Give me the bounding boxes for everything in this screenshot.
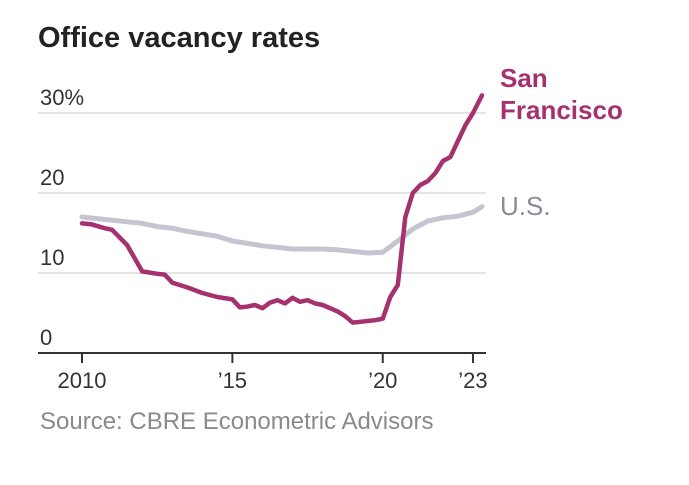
chart-title: Office vacancy rates: [38, 22, 321, 54]
san-francisco-point: [261, 306, 265, 310]
y-tick-label: 0: [40, 325, 52, 350]
source-note: Source: CBRE Econometric Advisors: [40, 408, 434, 435]
grid-lines: [38, 112, 486, 274]
san-francisco-point: [155, 272, 159, 276]
san-francisco-label: Francisco: [500, 95, 623, 125]
u-s-point: [426, 219, 430, 223]
san-francisco-point: [276, 298, 280, 302]
u-s-point: [95, 217, 99, 221]
u-s-point: [366, 251, 370, 255]
san-francisco-point: [291, 296, 295, 300]
u-s-point: [140, 221, 144, 225]
san-francisco-label: San: [500, 63, 548, 93]
san-francisco-point: [245, 305, 249, 309]
san-francisco-point: [110, 228, 114, 232]
u-s-point: [480, 205, 484, 209]
san-francisco-point: [480, 93, 484, 97]
san-francisco-point: [125, 243, 129, 247]
san-francisco-point: [381, 317, 385, 321]
san-francisco-point: [140, 269, 144, 273]
u-s-label: U.S.: [500, 191, 551, 221]
san-francisco-point: [343, 314, 347, 318]
san-francisco-point: [366, 319, 370, 323]
san-francisco-point: [471, 111, 475, 115]
san-francisco-point: [306, 298, 310, 302]
san-francisco-point: [441, 159, 445, 163]
san-francisco-point: [396, 283, 400, 287]
u-s-point: [336, 248, 340, 252]
san-francisco-point: [321, 303, 325, 307]
san-francisco-point: [351, 321, 355, 325]
san-francisco-point: [448, 155, 452, 159]
san-francisco-point: [283, 301, 287, 305]
u-s-point: [351, 249, 355, 253]
san-francisco-point: [464, 123, 468, 127]
san-francisco-point: [230, 297, 234, 301]
u-s-point: [230, 239, 234, 243]
san-francisco-point: [163, 273, 167, 277]
u-s-point: [170, 226, 174, 230]
u-s-point: [110, 218, 114, 222]
u-s-point: [321, 247, 325, 251]
series-lines: [79, 93, 485, 325]
u-s-point: [441, 216, 445, 220]
san-francisco-point: [403, 215, 407, 219]
u-s-point: [185, 229, 189, 233]
san-francisco-point: [328, 306, 332, 310]
san-francisco-point: [433, 171, 437, 175]
y-tick-label: 20: [40, 165, 64, 190]
san-francisco-point: [358, 320, 362, 324]
u-s-point: [125, 220, 129, 224]
san-francisco-point: [89, 222, 93, 226]
san-francisco-point: [298, 300, 302, 304]
x-tick-label: ’23: [458, 368, 487, 393]
san-francisco-point: [200, 291, 204, 295]
u-s-point: [80, 215, 84, 219]
u-s-point: [245, 241, 249, 245]
u-s-point: [215, 234, 219, 238]
san-francisco-point: [336, 309, 340, 313]
u-s-point: [155, 225, 159, 229]
san-francisco-point: [426, 179, 430, 183]
u-s-point: [396, 239, 400, 243]
san-francisco-point: [170, 281, 174, 285]
san-francisco-point: [215, 295, 219, 299]
u-s-point: [456, 214, 460, 218]
u-s-point: [411, 227, 415, 231]
u-s-line: [79, 204, 485, 256]
san-francisco-point: [456, 139, 460, 143]
san-francisco-point: [253, 303, 257, 307]
san-francisco-point: [388, 295, 392, 299]
san-francisco-point: [268, 301, 272, 305]
u-s-point: [471, 210, 475, 214]
u-s-point: [261, 244, 265, 248]
san-francisco-point: [313, 301, 317, 305]
u-s-point: [306, 247, 310, 251]
san-francisco-point: [373, 318, 377, 322]
u-s-point: [200, 232, 204, 236]
san-francisco-point: [418, 183, 422, 187]
san-francisco-point: [185, 285, 189, 289]
y-tick-label: 10: [40, 245, 64, 270]
u-s-point: [381, 250, 385, 254]
x-tick-label: ’20: [368, 368, 397, 393]
x-tick-label: ’15: [218, 368, 247, 393]
san-francisco-point: [238, 305, 242, 309]
san-francisco-point: [411, 191, 415, 195]
y-tick-label: 30%: [40, 85, 84, 110]
san-francisco-point: [103, 226, 107, 230]
u-s-point: [276, 245, 280, 249]
u-s-point: [291, 247, 295, 251]
x-tick-label: 2010: [58, 368, 107, 393]
san-francisco-line: [79, 93, 485, 325]
axes: 0 10 20 30% 2010 ’15 ’20 ’23: [38, 85, 488, 393]
san-francisco-point: [80, 221, 84, 225]
